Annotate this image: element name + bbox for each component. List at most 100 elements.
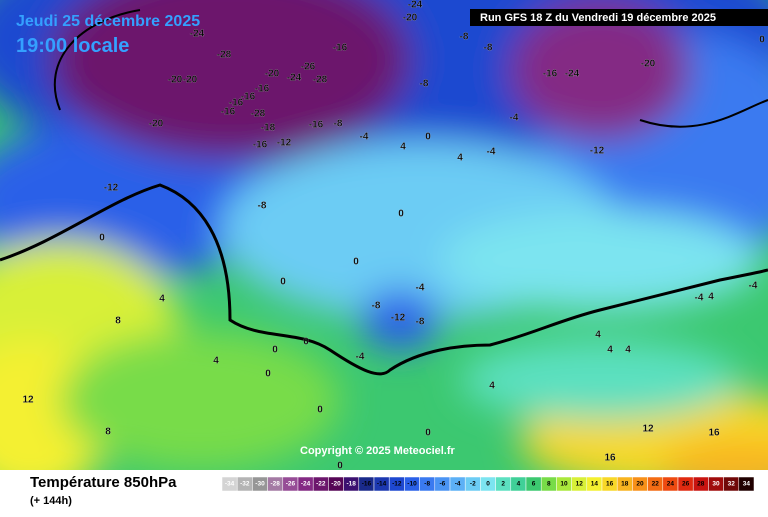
contour-label: -8 (416, 317, 425, 328)
scale-label: -30 (255, 481, 265, 488)
contour-label: 4 (457, 153, 463, 164)
contour-labels: -20-24-24-28-16-20 -20-20 -24-26-28-16-16-… (22, 0, 765, 472)
run-box (470, 9, 768, 26)
contour-label: -4 (749, 281, 758, 292)
scale-label: -8 (424, 481, 430, 488)
contour-label: -16 (229, 98, 244, 109)
contour-label: -4 (416, 283, 425, 294)
contour-label: 4 (595, 330, 601, 341)
scale-label: 14 (591, 481, 599, 488)
contour-label: -28 (217, 50, 232, 61)
scale-label: 18 (621, 481, 629, 488)
contour-label: 0 (99, 233, 105, 244)
contour-label: -20 (265, 69, 280, 80)
contour-label: 4 (159, 294, 165, 305)
scale-label: -26 (286, 481, 296, 488)
scale-label: 8 (547, 481, 551, 488)
contour-label: 8 (105, 427, 111, 438)
contour-label: -4 (487, 147, 496, 158)
contour-label: -12 (277, 138, 292, 149)
contour-label: -8 (258, 201, 267, 212)
contour-label: -4 (695, 293, 704, 304)
scale-label: -20 (331, 481, 341, 488)
scale-label: 30 (712, 481, 720, 488)
lead-time: (+ 144h) (30, 495, 72, 507)
contour-label: -8 (420, 79, 429, 90)
scale-label: -16 (362, 481, 372, 488)
contour-label: -18 (261, 123, 276, 134)
copyright: Copyright © 2025 Meteociel.fr (300, 445, 456, 457)
contour-label: 0 (398, 209, 404, 220)
contour-label: 0 (272, 345, 278, 356)
scale-label: -32 (240, 481, 250, 488)
contour-label: 4 (213, 356, 219, 367)
contour-label: 0 (303, 337, 309, 348)
contour-label: 4 (625, 345, 631, 356)
contour-label: 0 (265, 369, 271, 380)
contour-label: -12 (590, 146, 605, 157)
contour-label: -8 (334, 119, 343, 130)
run-info: Run GFS 18 Z du Vendredi 19 décembre 202… (480, 12, 716, 24)
color-scale: -34 -32 -30 -28 -26 -24 -22 -20 -18 -16 -14 -12 -10-… (221, 476, 755, 492)
contour-label: -8 (460, 32, 469, 43)
scale-label: 28 (697, 481, 705, 488)
contour-label: -16 (255, 84, 270, 95)
scale-label: 22 (652, 481, 660, 488)
contour-label: -12 (391, 313, 406, 324)
contour-label: 4 (489, 381, 495, 392)
contour-label: 0 (337, 461, 343, 472)
contour-label: 12 (642, 424, 654, 435)
contour-label: 0 (759, 35, 765, 46)
contour-label: -28 (313, 75, 328, 86)
contour-label: -20 (183, 75, 198, 86)
contour-label: -20 (641, 59, 656, 70)
contour-label: -16 (309, 120, 324, 131)
scale-label: -34 (225, 481, 235, 488)
contour-label: 0 (353, 257, 359, 268)
contour-label: 4 (708, 292, 714, 303)
contour-label: 0 (425, 132, 431, 143)
contour-label: -24 (190, 29, 205, 40)
contour-label: -8 (484, 43, 493, 54)
contour-label: -4 (356, 352, 365, 363)
contour-label: -4 (360, 132, 369, 143)
contour-label: 16 (708, 428, 720, 439)
contour-label: -24 (287, 73, 302, 84)
scale-label: 10 (560, 481, 568, 488)
scale-label: -4 (455, 481, 461, 488)
contour-label: -16 (253, 140, 268, 151)
scale-label: -10 (407, 481, 417, 488)
contour-label: -20 (149, 119, 164, 130)
scale-label: -14 (377, 481, 387, 488)
scale-label: 26 (682, 481, 690, 488)
scale-swatch (738, 476, 755, 492)
scale-label: -18 (346, 481, 356, 488)
contour-label: -16 (221, 107, 236, 118)
scale-label: -6 (440, 481, 446, 488)
scale-label: 34 (743, 481, 751, 488)
contour-label: -16 (333, 43, 348, 54)
contour-label: -16 (241, 92, 256, 103)
contour-label: 8 (115, 316, 121, 327)
contour-label: -16 (543, 69, 558, 80)
valid-date: Jeudi 25 décembre 2025 (16, 13, 200, 30)
contour-label: -24 (565, 69, 580, 80)
contour-label: -24 (408, 0, 423, 11)
contour-label: 0 (280, 277, 286, 288)
contour-label: 16 (604, 453, 616, 464)
scale-label: -24 (301, 481, 311, 488)
contour-label: -20 (403, 13, 418, 24)
temperature-field (0, 0, 768, 470)
scale-label: -28 (270, 481, 280, 488)
scale-label: 4 (517, 481, 521, 488)
contour-label: -4 (510, 113, 519, 124)
scale-label: 6 (532, 481, 536, 488)
contour-label: 0 (425, 428, 431, 439)
scale-label: 16 (606, 481, 614, 488)
scale-label: -22 (316, 481, 326, 488)
scale-label: 24 (667, 481, 675, 488)
contour-label: 0 (317, 405, 323, 416)
scale-label: 32 (728, 481, 736, 488)
contour-label: 4 (607, 345, 613, 356)
scale-label: 0 (486, 481, 490, 488)
